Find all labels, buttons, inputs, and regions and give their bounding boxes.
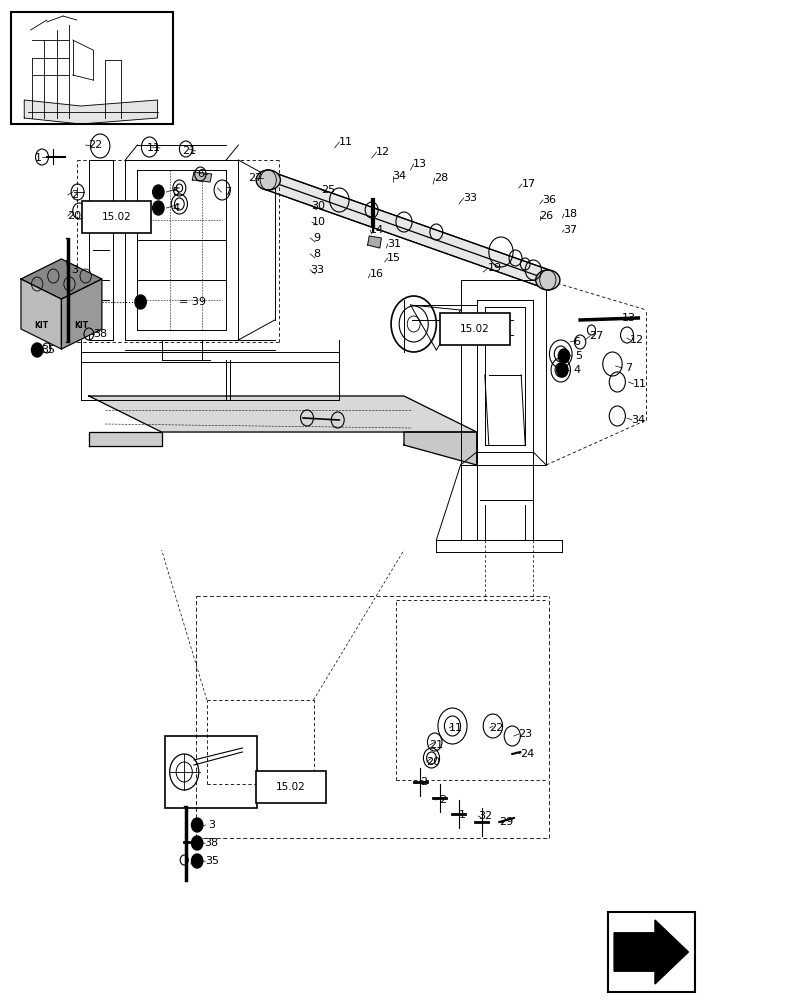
Text: KIT: KIT (74, 322, 89, 330)
Text: 2: 2 (71, 190, 78, 200)
Bar (165, 736, 257, 808)
Text: 35: 35 (41, 345, 56, 355)
Text: 28: 28 (434, 173, 448, 183)
Circle shape (153, 201, 164, 215)
Polygon shape (89, 432, 162, 446)
Text: 22: 22 (489, 723, 503, 733)
FancyBboxPatch shape (440, 313, 510, 345)
Text: 5: 5 (575, 351, 582, 361)
Text: 12: 12 (376, 147, 390, 157)
Bar (608, 912, 695, 992)
Text: 27: 27 (589, 331, 604, 341)
Circle shape (153, 185, 164, 199)
Polygon shape (21, 259, 102, 299)
Text: 18: 18 (563, 209, 578, 219)
Text: 16: 16 (369, 269, 384, 279)
Text: 15: 15 (387, 253, 402, 263)
Circle shape (557, 363, 568, 377)
Text: 32: 32 (478, 811, 492, 821)
Text: 15.02: 15.02 (102, 212, 131, 222)
Text: 27: 27 (248, 173, 263, 183)
Text: 11: 11 (448, 723, 463, 733)
Text: 20: 20 (67, 211, 82, 221)
Text: 17: 17 (521, 179, 536, 189)
Text: 34: 34 (392, 171, 406, 181)
Text: 7: 7 (225, 187, 231, 197)
Text: 37: 37 (563, 225, 578, 235)
Circle shape (135, 295, 146, 309)
Text: 1: 1 (459, 810, 465, 820)
Text: 14: 14 (369, 225, 384, 235)
Text: 15.02: 15.02 (276, 782, 305, 792)
Text: 25: 25 (321, 185, 335, 195)
Text: 10: 10 (311, 217, 326, 227)
Ellipse shape (256, 170, 280, 190)
Text: 4: 4 (173, 203, 179, 213)
Text: 21: 21 (182, 146, 196, 156)
Text: 13: 13 (621, 313, 636, 323)
Text: 4: 4 (574, 365, 580, 375)
Text: 20: 20 (426, 757, 440, 767)
Text: 34: 34 (631, 415, 646, 425)
Text: 29: 29 (499, 817, 513, 827)
Text: 6: 6 (574, 337, 580, 347)
Polygon shape (404, 432, 477, 465)
Text: 26: 26 (539, 211, 553, 221)
Text: 38: 38 (93, 329, 107, 339)
Polygon shape (267, 170, 549, 290)
Text: 36: 36 (542, 195, 557, 205)
Text: 11: 11 (146, 143, 161, 153)
Text: 33: 33 (463, 193, 478, 203)
Polygon shape (368, 236, 381, 248)
Bar (11, 12, 173, 124)
Text: 22: 22 (88, 140, 103, 150)
Polygon shape (614, 920, 688, 984)
Text: 35: 35 (204, 856, 219, 866)
Text: 7: 7 (625, 363, 632, 373)
Text: 23: 23 (518, 729, 532, 739)
Polygon shape (61, 279, 102, 349)
Ellipse shape (536, 270, 560, 290)
Text: 11: 11 (633, 379, 647, 389)
FancyBboxPatch shape (82, 201, 151, 233)
Text: 5: 5 (173, 187, 179, 197)
Text: = 39: = 39 (179, 297, 206, 307)
Circle shape (191, 836, 203, 850)
Circle shape (32, 343, 43, 357)
Text: 9: 9 (314, 233, 320, 243)
Text: 6: 6 (197, 169, 204, 179)
Text: 12: 12 (629, 335, 644, 345)
Circle shape (191, 854, 203, 868)
Text: 30: 30 (311, 201, 326, 211)
Text: 31: 31 (387, 239, 402, 249)
Text: 13: 13 (413, 159, 427, 169)
Text: 3: 3 (208, 820, 215, 830)
Text: 2: 2 (420, 777, 427, 787)
Text: 21: 21 (429, 740, 444, 750)
Text: 11: 11 (339, 137, 353, 147)
Circle shape (191, 818, 203, 832)
Polygon shape (89, 396, 477, 432)
Text: 1: 1 (36, 153, 42, 163)
Text: 19: 19 (487, 263, 502, 273)
Text: 8: 8 (314, 249, 320, 259)
Circle shape (558, 349, 570, 363)
Text: 15.02: 15.02 (461, 324, 490, 334)
Polygon shape (24, 100, 158, 124)
FancyBboxPatch shape (256, 771, 326, 803)
Polygon shape (21, 279, 61, 349)
Text: 38: 38 (204, 838, 219, 848)
Polygon shape (192, 172, 212, 182)
Text: 33: 33 (309, 265, 324, 275)
Text: 2: 2 (440, 795, 446, 805)
Text: 3: 3 (71, 265, 78, 275)
Text: KIT: KIT (34, 322, 48, 330)
Text: 24: 24 (520, 749, 534, 759)
